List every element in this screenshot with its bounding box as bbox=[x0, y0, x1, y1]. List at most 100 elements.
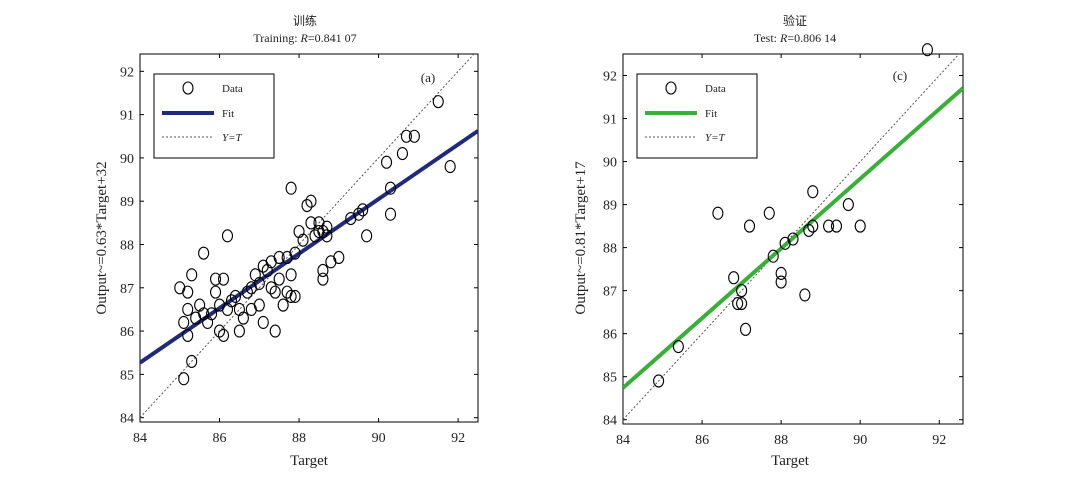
data-point bbox=[799, 288, 811, 302]
data-point bbox=[736, 284, 748, 298]
legend-label-fit: Fit bbox=[705, 108, 717, 120]
data-point bbox=[182, 302, 194, 316]
data-point bbox=[289, 289, 301, 303]
fit-line bbox=[140, 129, 478, 365]
data-point bbox=[787, 232, 799, 246]
data-layer: 84 86 88 90 92 84 85 86 87 88 89 90 91 92 bbox=[603, 43, 963, 448]
data-point bbox=[317, 263, 329, 278]
y-tick-label: 91 bbox=[120, 109, 134, 124]
y-tick-label: 86 bbox=[603, 328, 617, 343]
legend-label-identity: Y=T bbox=[705, 132, 726, 144]
x-tick-label: 90 bbox=[853, 433, 867, 448]
data-point bbox=[301, 198, 313, 213]
data-point bbox=[408, 129, 420, 143]
data-point bbox=[854, 219, 866, 233]
x-tick-label: 92 bbox=[932, 433, 946, 448]
data-point bbox=[305, 216, 317, 230]
subtitle-value: =0.806 14 bbox=[787, 31, 836, 45]
data-point bbox=[775, 275, 787, 289]
data-point bbox=[217, 328, 230, 342]
subtitle-r: R bbox=[300, 31, 309, 45]
data-point bbox=[285, 181, 297, 195]
data-point bbox=[305, 194, 317, 208]
data-point bbox=[178, 372, 190, 386]
data-point bbox=[736, 296, 748, 311]
legend-marker-data bbox=[665, 81, 677, 95]
legend-marker-data bbox=[182, 81, 194, 95]
data-point bbox=[285, 268, 297, 282]
data-point bbox=[273, 250, 285, 265]
subtitle-value: =0.841 07 bbox=[308, 31, 357, 45]
y-axis-label: Output~=0.63*Target+32 bbox=[94, 161, 110, 314]
x-tick-label: 92 bbox=[451, 431, 465, 446]
data-point bbox=[241, 285, 253, 299]
data-point bbox=[253, 298, 265, 312]
chart-subtitle: Test: R=0.806 14 bbox=[754, 31, 836, 45]
data-point bbox=[213, 324, 226, 338]
y-tick-label: 87 bbox=[603, 285, 617, 300]
data-point bbox=[444, 160, 456, 174]
chart-subtitle: Training: R=0.841 07 bbox=[253, 31, 356, 45]
data-point bbox=[182, 285, 194, 299]
data-point bbox=[807, 219, 819, 233]
data-layer: 84 86 88 90 92 84 85 86 87 88 89 90 91 92 bbox=[120, 54, 478, 446]
data-point bbox=[653, 374, 665, 388]
chart-title: 训练 bbox=[293, 13, 317, 28]
legend-label-identity: Y=T bbox=[222, 132, 243, 144]
x-tick-label: 86 bbox=[213, 431, 227, 446]
data-point bbox=[380, 155, 393, 169]
data-point bbox=[823, 219, 835, 233]
chart-panel-training: 训练 Training: R=0.841 07 84 86 88 90 92 84 85 86… bbox=[94, 13, 479, 469]
identity-line bbox=[140, 54, 475, 419]
data-point bbox=[384, 181, 397, 195]
y-tick-label: 88 bbox=[603, 242, 617, 257]
x-axis-label: Target bbox=[771, 453, 810, 469]
data-point bbox=[182, 328, 194, 342]
data-point bbox=[273, 272, 285, 286]
y-tick-label: 90 bbox=[120, 152, 134, 167]
y-tick-label: 89 bbox=[120, 195, 134, 210]
subtitle-prefix: Training: bbox=[253, 31, 300, 45]
data-point bbox=[333, 250, 345, 265]
data-point bbox=[269, 285, 281, 299]
legend-box bbox=[636, 73, 758, 159]
data-point bbox=[807, 185, 819, 199]
data-point bbox=[265, 281, 277, 295]
x-tick-label: 84 bbox=[616, 433, 630, 448]
data-point bbox=[384, 207, 397, 221]
data-point bbox=[400, 129, 412, 143]
y-tick-label: 91 bbox=[603, 113, 617, 128]
y-axis-label: Output~=0.81*Target+17 bbox=[573, 161, 589, 315]
legend-box bbox=[153, 73, 275, 159]
x-tick-label: 88 bbox=[292, 431, 306, 446]
plot-area bbox=[139, 53, 479, 423]
y-tick-label: 84 bbox=[603, 414, 617, 429]
data-point bbox=[233, 324, 245, 338]
data-point bbox=[317, 224, 329, 239]
fit-line bbox=[623, 86, 963, 390]
data-point bbox=[740, 322, 752, 336]
data-point bbox=[712, 206, 724, 220]
plot-area bbox=[622, 53, 964, 425]
data-point bbox=[289, 246, 301, 260]
data-point bbox=[210, 285, 222, 299]
data-point bbox=[198, 246, 210, 260]
x-tick-label: 86 bbox=[695, 433, 709, 448]
data-point bbox=[206, 307, 218, 321]
y-tick-label: 86 bbox=[120, 325, 134, 340]
data-point bbox=[361, 229, 373, 243]
data-point bbox=[253, 276, 265, 291]
data-point bbox=[353, 207, 365, 221]
subtitle-prefix: Test: bbox=[754, 31, 780, 45]
data-point bbox=[210, 272, 222, 286]
subtitle-r: R bbox=[779, 31, 788, 45]
data-point bbox=[743, 219, 756, 233]
panel-label: (c) bbox=[893, 68, 907, 83]
data-point bbox=[277, 298, 289, 312]
data-point bbox=[217, 272, 230, 286]
data-point bbox=[313, 224, 325, 239]
y-tick-label: 92 bbox=[120, 65, 134, 80]
legend-label-data: Data bbox=[222, 83, 243, 95]
legend: Data Fit Y=T bbox=[636, 73, 758, 159]
